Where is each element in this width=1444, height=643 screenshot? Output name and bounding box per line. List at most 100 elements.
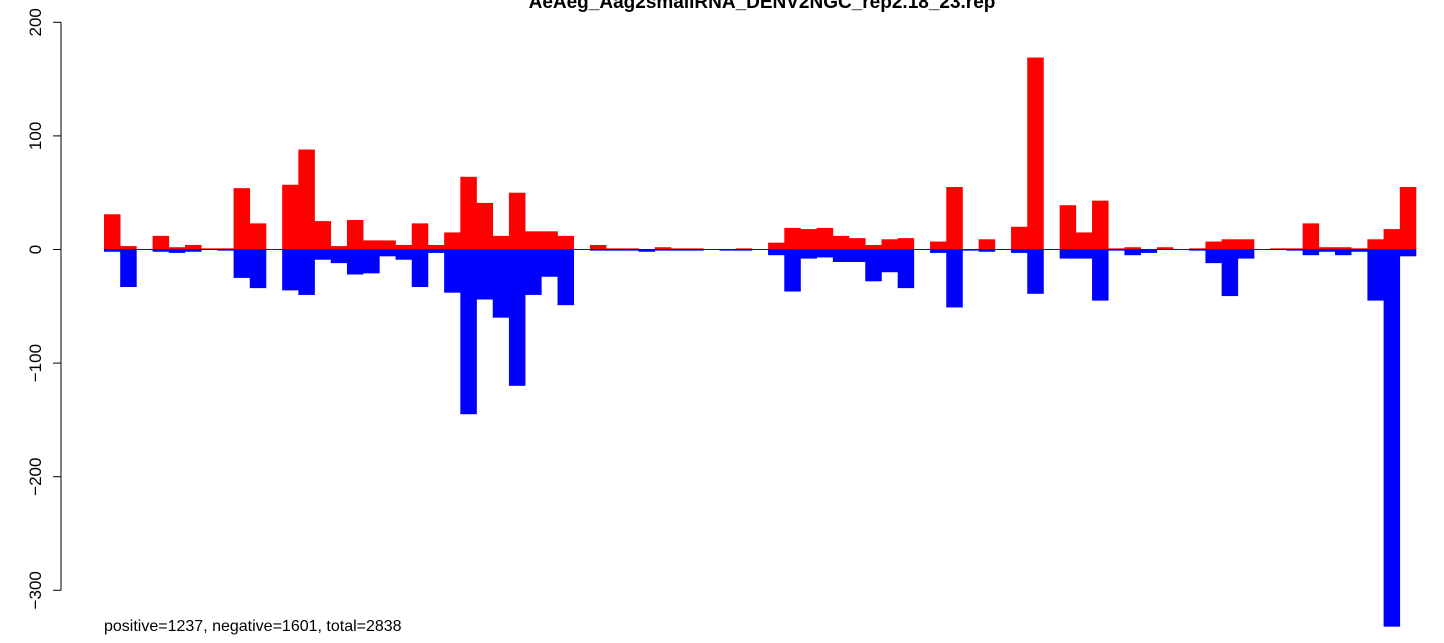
negative-bar-20	[427, 249, 445, 253]
negative-bar-11	[282, 249, 299, 291]
positive-bar-56	[1011, 226, 1028, 250]
positive-bar-19	[411, 223, 429, 250]
positive-bar-60	[1075, 232, 1093, 250]
positive-bar-68	[1205, 241, 1222, 250]
positive-bar-46	[849, 238, 866, 250]
negative-bar-36	[687, 249, 704, 251]
positive-bar-63	[1124, 247, 1141, 250]
negative-bar-25	[508, 249, 526, 386]
negative-bar-0	[104, 249, 121, 252]
positive-bar-57	[1027, 57, 1044, 250]
negative-bar-18	[395, 249, 413, 260]
negative-bar-80	[1399, 249, 1417, 257]
positive-bar-11	[282, 184, 299, 250]
positive-bar-51	[930, 241, 947, 250]
positive-bar-73	[1286, 248, 1303, 250]
positive-bar-12	[298, 149, 315, 250]
negative-bar-24	[492, 249, 510, 318]
negative-bar-43	[800, 249, 817, 259]
negative-bar-56	[1011, 249, 1028, 253]
positive-bar-69	[1221, 239, 1239, 250]
negative-bar-39	[735, 249, 753, 251]
positive-bar-14	[330, 246, 348, 250]
negative-bar-8	[233, 249, 251, 278]
negative-bar-4	[168, 249, 186, 253]
positive-bar-31	[606, 248, 623, 250]
negative-bar-67	[1189, 249, 1206, 251]
positive-bar-3	[152, 235, 170, 250]
positive-bar-18	[395, 244, 413, 250]
negative-bar-61	[1092, 249, 1109, 301]
positive-bar-49	[897, 238, 915, 250]
positive-bar-43	[800, 229, 817, 250]
positive-bar-77	[1351, 248, 1368, 250]
negative-bar-78	[1367, 249, 1384, 301]
negative-bar-70	[1237, 249, 1255, 259]
negative-bar-47	[865, 249, 882, 282]
positive-bar-27	[541, 231, 558, 250]
negative-bar-1	[120, 249, 137, 287]
negative-bar-63	[1124, 249, 1141, 256]
positive-bar-42	[784, 227, 801, 250]
positive-bar-80	[1399, 187, 1417, 250]
positive-bar-35	[670, 248, 688, 250]
positive-bar-79	[1383, 229, 1401, 250]
negative-bar-76	[1335, 249, 1352, 256]
negative-bar-34	[654, 249, 672, 251]
negative-bar-49	[897, 249, 915, 289]
positive-bar-7	[217, 248, 234, 250]
positive-bar-76	[1335, 247, 1352, 250]
positive-bar-17	[379, 240, 396, 250]
positive-bar-72	[1270, 248, 1287, 250]
positive-bar-6	[201, 248, 218, 250]
negative-bar-22	[460, 249, 477, 415]
negative-bar-5	[184, 249, 202, 252]
summary-annotation: positive=1237, negative=1601, total=2838	[104, 618, 402, 635]
positive-bar-65	[1156, 247, 1174, 250]
negative-bar-17	[379, 249, 396, 257]
positive-bar-23	[476, 202, 494, 250]
negative-bar-62	[1108, 249, 1125, 251]
negative-bar-14	[330, 249, 348, 264]
negative-bar-42	[784, 249, 801, 292]
negative-bar-16	[363, 249, 380, 274]
positive-bar-0	[104, 214, 121, 250]
negative-bar-26	[525, 249, 542, 295]
positive-bars	[104, 57, 1417, 250]
negative-bars	[104, 249, 1417, 627]
positive-bar-13	[314, 221, 332, 250]
negative-bar-35	[670, 249, 688, 251]
negative-bar-60	[1075, 249, 1093, 259]
negative-bar-28	[557, 249, 575, 306]
negative-bar-69	[1221, 249, 1239, 297]
positive-bar-74	[1302, 223, 1320, 250]
negative-bar-31	[606, 249, 623, 251]
negative-bar-19	[411, 249, 429, 287]
positive-bar-52	[946, 187, 963, 250]
negative-bar-57	[1027, 249, 1044, 294]
negative-bar-79	[1383, 249, 1401, 627]
positive-bar-54	[978, 239, 996, 250]
negative-bar-51	[930, 249, 947, 253]
negative-bar-15	[346, 249, 364, 275]
negative-bar-21	[444, 249, 461, 293]
negative-bar-7	[217, 249, 234, 251]
negative-bar-30	[589, 249, 607, 251]
negative-bar-74	[1302, 249, 1320, 256]
positive-bar-5	[184, 244, 202, 250]
positive-bar-25	[508, 192, 526, 250]
negative-bar-46	[849, 249, 866, 262]
positive-bar-48	[881, 239, 898, 250]
positive-bar-36	[687, 248, 704, 250]
negative-bar-68	[1205, 249, 1222, 264]
positive-bar-67	[1189, 248, 1206, 250]
positive-bar-47	[865, 244, 882, 250]
positive-bar-1	[120, 246, 137, 250]
positive-bar-22	[460, 176, 477, 250]
positive-bar-24	[492, 235, 510, 250]
negative-bar-73	[1286, 249, 1303, 251]
negative-bar-38	[719, 249, 737, 251]
positive-bar-78	[1367, 239, 1384, 250]
positive-bar-62	[1108, 248, 1125, 250]
